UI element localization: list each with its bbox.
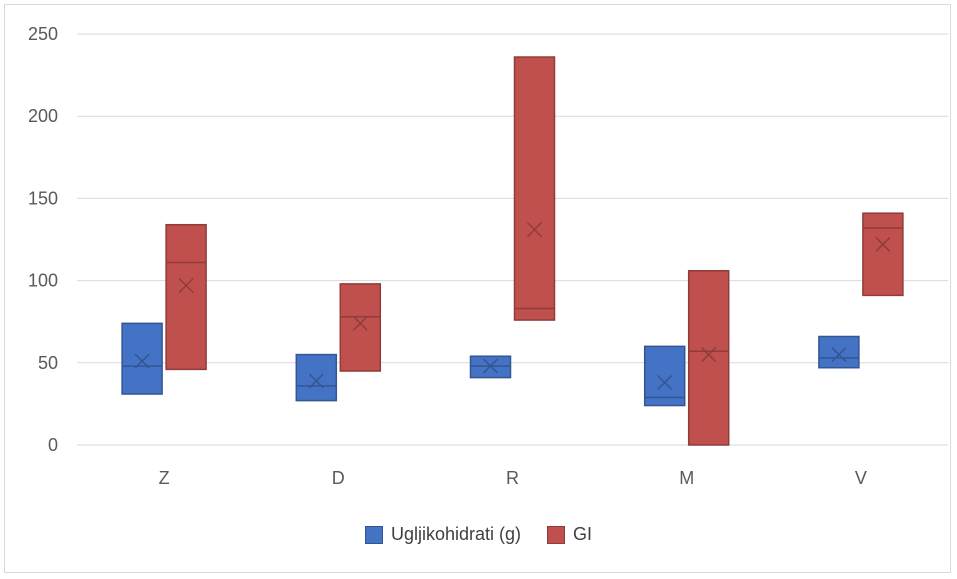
box-rect [295,353,338,402]
legend-swatch-series-1 [547,525,566,544]
box-ugljikohidrati-g--r [469,355,512,379]
legend: Ugljikohidrati (g) GI [0,524,957,545]
box-rect [862,212,904,297]
gridlines [77,33,948,446]
box-ugljikohidrati-g--v [818,335,860,369]
legend-label-series-1: GI [573,524,593,544]
box-gi-z [165,223,207,371]
box-rect [513,56,556,321]
box-ugljikohidrati-g--m [643,345,686,407]
boxes [121,56,904,446]
mean-marker [482,358,499,374]
box-rect [339,283,382,372]
y-tick-label: 50 [38,353,58,373]
x-tick-label: V [855,468,867,488]
mean-marker [875,236,891,252]
box-gi-m [687,269,730,446]
box-rect [643,345,686,407]
x-tick-label: M [679,468,694,488]
box-gi-r [513,56,556,321]
mean-marker [657,374,673,391]
y-tick-label: 150 [28,188,58,208]
mean-marker [701,347,717,363]
x-tick-label: R [506,468,519,488]
box-ugljikohidrati-g--d [295,353,338,402]
legend-item-series-0: Ugljikohidrati (g) [364,524,522,545]
box-gi-d [339,283,382,372]
mean-marker [308,373,324,389]
box-rect [818,335,860,369]
legend-swatch-series-0 [364,525,383,544]
y-tick-label: 200 [28,106,58,126]
mean-marker [831,347,847,363]
box-rect [687,269,730,446]
y-tick-label: 100 [28,271,58,291]
box-ugljikohidrati-g--z [121,322,163,395]
mean-marker [134,353,150,369]
chart-frame [4,4,951,573]
mean-marker [352,315,368,331]
box-gi-v [862,212,904,297]
y-tick-label: 0 [48,435,58,455]
mean-marker [178,278,194,294]
mean-marker [526,222,543,238]
legend-label-series-0: Ugljikohidrati (g) [390,524,522,544]
y-axis-tick-labels: 0 50 100 150 200 250 [28,24,58,455]
box-rect [165,223,207,371]
y-tick-label: 250 [28,24,58,44]
legend-item-series-1: GI [547,524,592,545]
box-rect [121,322,163,395]
x-tick-label: Z [159,468,170,488]
x-tick-label: D [332,468,345,488]
